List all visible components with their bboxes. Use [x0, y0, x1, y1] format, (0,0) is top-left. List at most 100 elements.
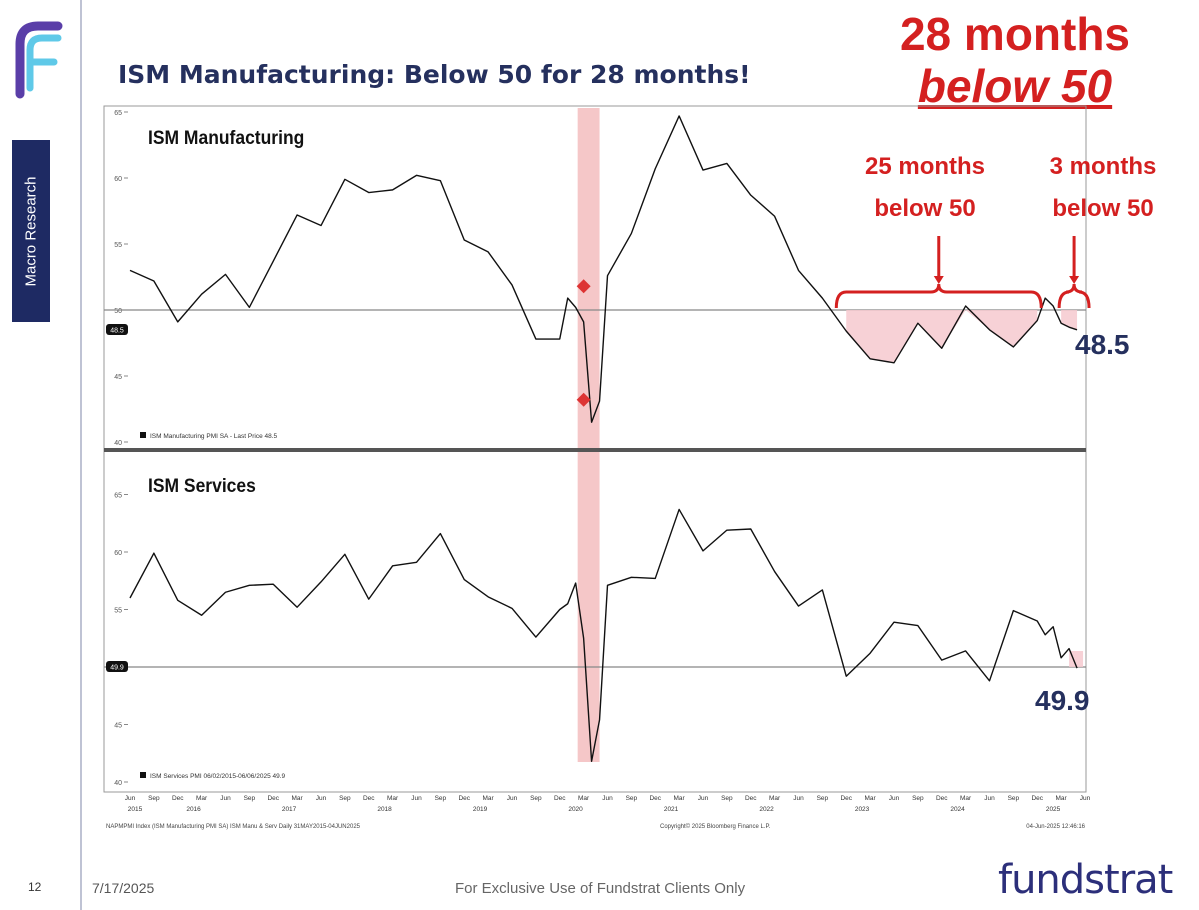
- x-year-label: 2024: [950, 806, 965, 813]
- mfg-y-tick: 55: [114, 242, 122, 249]
- x-month-label: Jun: [220, 795, 231, 802]
- x-month-label: Jun: [889, 795, 900, 802]
- mfg-y-tick: 50: [114, 308, 122, 315]
- x-year-label: 2025: [1046, 806, 1061, 813]
- svc-last-value-tag-bg: [106, 661, 128, 672]
- source-left: NAPMPMI Index (ISM Manufacturing PMI SA)…: [106, 824, 361, 830]
- x-month-label: Jun: [411, 795, 422, 802]
- mfg-last-value-tag-bg: [106, 324, 128, 335]
- x-month-label: Sep: [435, 795, 447, 802]
- x-year-label: 2016: [186, 806, 201, 813]
- x-month-label: Jun: [984, 795, 995, 802]
- x-month-label: Jun: [125, 795, 136, 802]
- x-month-label: Mar: [674, 795, 686, 802]
- x-month-label: Jun: [698, 795, 709, 802]
- footer-notice: For Exclusive Use of Fundstrat Clients O…: [455, 880, 746, 897]
- x-year-label: 2017: [282, 806, 297, 813]
- source-right: 04-Jun-2025 12:46:16: [1026, 824, 1085, 830]
- mfg-below-50-shading: [846, 310, 1038, 363]
- x-month-label: Dec: [649, 795, 661, 802]
- mfg-y-tick: 40: [114, 440, 122, 447]
- x-month-label: Sep: [244, 795, 256, 802]
- x-year-label: 2022: [759, 806, 774, 813]
- headline-line1: 28 months: [899, 8, 1131, 60]
- sidebar-divider: [80, 0, 82, 910]
- x-month-label: Sep: [817, 795, 829, 802]
- svc-last-value-tag: 49.9: [110, 665, 124, 672]
- panel-divider: [104, 448, 1086, 452]
- mfg-last-value-tag: 48.5: [110, 328, 124, 335]
- svc-series-line: [129, 508, 1078, 762]
- x-month-label: Sep: [148, 795, 160, 802]
- svc-y-tick: 65: [114, 493, 122, 500]
- x-month-label: Jun: [602, 795, 613, 802]
- svc-legend-swatch: [140, 772, 146, 778]
- mfg-legend-swatch: [140, 432, 146, 438]
- annotation-text-line1: 3 months: [1050, 153, 1157, 180]
- fundstrat-logo-icon: [15, 21, 63, 99]
- mfg-y-tick: 45: [114, 374, 122, 381]
- section-tag: Macro Research: [12, 140, 50, 322]
- x-month-label: Jun: [507, 795, 518, 802]
- x-month-label: Dec: [936, 795, 948, 802]
- x-year-label: 2020: [568, 806, 583, 813]
- annotation-arrow-head-icon: [933, 276, 944, 284]
- annotation-text-line2: below 50: [874, 195, 975, 222]
- covid-marker-icon: [576, 279, 591, 294]
- annotation-bracket: [834, 283, 1043, 309]
- annotation-text-line1: 25 months: [865, 153, 985, 180]
- x-year-label: 2023: [855, 806, 870, 813]
- svc-panel-title: ISM Services: [148, 474, 256, 496]
- x-month-label: Mar: [483, 795, 495, 802]
- svc-y-tick: 40: [114, 780, 122, 787]
- page-number: 12: [28, 880, 42, 894]
- svc-y-tick: 55: [114, 608, 122, 615]
- x-month-label: Sep: [721, 795, 733, 802]
- source-mid: Copyright© 2025 Bloomberg Finance L.P.: [660, 823, 771, 830]
- x-year-label: 2018: [377, 806, 392, 813]
- brand-wordmark: fundstrat: [998, 857, 1173, 903]
- x-month-label: Dec: [745, 795, 757, 802]
- covid-marker-icon: [576, 392, 591, 407]
- x-month-label: Mar: [769, 795, 781, 802]
- x-month-label: Sep: [626, 795, 638, 802]
- mfg-series-line: [129, 115, 1078, 423]
- x-month-label: Jun: [316, 795, 327, 802]
- x-month-label: Sep: [1008, 795, 1020, 802]
- x-month-label: Jun: [793, 795, 804, 802]
- sidebar: Macro Research 12: [0, 0, 80, 910]
- x-month-label: Mar: [960, 795, 972, 802]
- svc-last-value-label: 49.9: [1035, 685, 1090, 716]
- annotation-arrow-head-icon: [1069, 276, 1080, 284]
- annotation-bracket: [1057, 283, 1091, 309]
- annotation-text-line2: below 50: [1052, 195, 1153, 222]
- x-year-label: 2019: [473, 806, 488, 813]
- mfg-legend: ISM Manufacturing PMI SA - Last Price 48…: [150, 433, 278, 440]
- x-month-label: Dec: [267, 795, 279, 802]
- mfg-last-value-label: 48.5: [1075, 329, 1130, 360]
- recession-band: [577, 108, 600, 762]
- footer-date: 7/17/2025: [92, 880, 155, 896]
- x-month-label: Sep: [339, 795, 351, 802]
- svc-latest-shading: [1069, 651, 1084, 667]
- mfg-y-tick: 65: [114, 110, 122, 117]
- mfg-y-tick: 60: [114, 176, 122, 183]
- x-month-label: Dec: [840, 795, 852, 802]
- x-month-label: Dec: [363, 795, 375, 802]
- x-month-label: Mar: [196, 795, 208, 802]
- x-month-label: Mar: [578, 795, 590, 802]
- mfg-panel-title: ISM Manufacturing: [148, 126, 304, 148]
- x-month-label: Mar: [292, 795, 304, 802]
- x-month-label: Sep: [912, 795, 924, 802]
- svc-legend: ISM Services PMI 06/02/2015-06/06/2025 4…: [150, 773, 286, 780]
- x-month-label: Sep: [530, 795, 542, 802]
- x-year-label: 2015: [128, 806, 143, 813]
- headline-line2: below 50: [917, 60, 1113, 112]
- x-month-label: Mar: [1056, 795, 1068, 802]
- x-month-label: Dec: [1031, 795, 1043, 802]
- x-month-label: Mar: [387, 795, 399, 802]
- x-year-label: 2021: [664, 806, 679, 813]
- x-month-label: Mar: [865, 795, 877, 802]
- svc-y-tick: 45: [114, 723, 122, 730]
